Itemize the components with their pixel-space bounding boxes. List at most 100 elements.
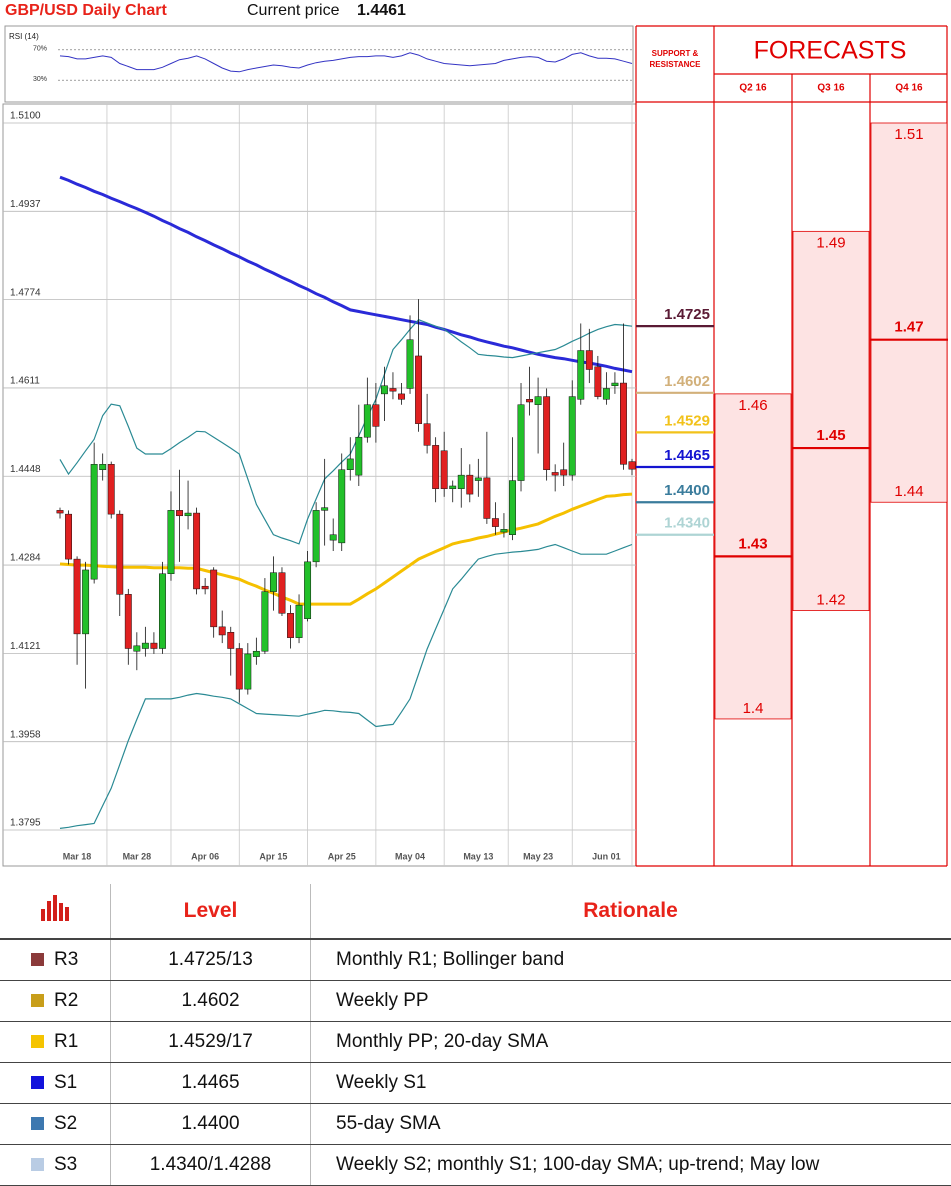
- code-cell: R2: [0, 981, 111, 1022]
- candle-body: [381, 386, 387, 394]
- candle-body: [313, 510, 319, 561]
- level-label: 1.4465: [664, 447, 710, 464]
- icon-cell: [0, 884, 111, 939]
- table-header: Level Rationale: [0, 884, 951, 939]
- level-swatch: [31, 953, 44, 966]
- candle-body: [586, 351, 592, 370]
- quarter-label: Q2 16: [739, 83, 767, 94]
- code-cell: R1: [0, 1022, 111, 1063]
- candle-body: [125, 594, 131, 648]
- price-value: 1.4461: [357, 2, 406, 19]
- level-swatch: [31, 994, 44, 1007]
- rationale-cell: Weekly PP: [311, 981, 951, 1022]
- bar-icon: [35, 893, 75, 923]
- level-code: R3: [54, 949, 78, 970]
- forecast-low-label: 1.42: [816, 592, 845, 609]
- candle-body: [432, 445, 438, 488]
- rationale-cell: 55-day SMA: [311, 1104, 951, 1145]
- rationale-cell: Weekly S2; monthly S1; 100-day SMA; up-t…: [311, 1145, 951, 1186]
- candle-body: [168, 510, 174, 573]
- forecast-high-label: 1.51: [894, 126, 923, 143]
- candle-body: [347, 459, 353, 470]
- chart-title: GBP/USD Daily Chart: [5, 2, 167, 19]
- level-cell: 1.4340/1.4288: [111, 1145, 311, 1186]
- candle-body: [65, 514, 71, 559]
- candle-body: [373, 405, 379, 427]
- y-tick-label: 1.5100: [10, 111, 41, 122]
- indicator-line: [60, 177, 632, 372]
- x-tick-label: Apr 25: [328, 851, 356, 861]
- candle-body: [245, 654, 251, 689]
- candle-body: [330, 535, 336, 540]
- level-code: R1: [54, 1031, 78, 1052]
- candle-body: [304, 562, 310, 619]
- candle-body: [185, 513, 191, 516]
- candle-body: [142, 643, 148, 648]
- candle-body: [450, 486, 456, 489]
- candle-body: [424, 424, 430, 446]
- indicator-line: [60, 494, 632, 604]
- y-tick-label: 1.3795: [10, 818, 41, 829]
- candle-body: [202, 586, 208, 589]
- forecast-range: [793, 231, 869, 610]
- levels-title: SUPPORT & RESISTANCE: [642, 48, 708, 70]
- x-tick-label: Mar 18: [63, 851, 92, 861]
- candle-body: [578, 351, 584, 400]
- x-tick-label: May 04: [395, 851, 425, 861]
- forecast-central-label: 1.45: [816, 427, 845, 444]
- x-tick-label: May 23: [523, 851, 553, 861]
- level-code: S1: [54, 1072, 77, 1093]
- y-tick-label: 1.4937: [10, 199, 41, 210]
- candle-body: [91, 464, 97, 579]
- candle-body: [535, 397, 541, 405]
- candle-body: [595, 367, 601, 397]
- candle-body: [270, 573, 276, 592]
- level-code: S3: [54, 1154, 77, 1175]
- candle-body: [518, 405, 524, 481]
- rationale-cell: Monthly PP; 20-day SMA: [311, 1022, 951, 1063]
- candle-body: [475, 478, 481, 481]
- level-label: 1.4725: [664, 306, 710, 323]
- candle-body: [296, 605, 302, 638]
- candle-body: [236, 649, 242, 690]
- candle-body: [356, 437, 362, 475]
- forecast-high-label: 1.46: [738, 397, 767, 414]
- rsi-frame: [5, 26, 633, 102]
- forecast-central-label: 1.43: [738, 535, 767, 552]
- rationale-cell: Weekly S1: [311, 1063, 951, 1104]
- candle-body: [134, 646, 140, 651]
- candle-body: [364, 405, 370, 438]
- candle-body: [176, 510, 182, 515]
- candle-body: [210, 570, 216, 627]
- candle-body: [415, 356, 421, 424]
- candle-body: [484, 478, 490, 519]
- chart: GBP/USD Daily Chart Current price 1.4461…: [0, 0, 951, 868]
- quarter-label: Q4 16: [895, 83, 923, 94]
- candle-body: [407, 340, 413, 389]
- y-tick-label: 1.4611: [10, 376, 40, 387]
- candle-body: [82, 570, 88, 634]
- code-cell: S2: [0, 1104, 111, 1145]
- rsi-tick-label: 30%: [33, 76, 47, 83]
- candle-body: [219, 627, 225, 635]
- candle-body: [467, 475, 473, 494]
- candle-body: [501, 529, 507, 532]
- candle-body: [321, 508, 327, 511]
- level-cell: 1.4529/17: [111, 1022, 311, 1063]
- candle-body: [117, 514, 123, 594]
- candle-body: [492, 518, 498, 526]
- level-label: 1.4602: [664, 373, 710, 390]
- y-tick-label: 1.4774: [10, 287, 41, 298]
- x-tick-label: Mar 28: [123, 851, 152, 861]
- candle-body: [151, 643, 157, 648]
- candle-body: [543, 397, 549, 470]
